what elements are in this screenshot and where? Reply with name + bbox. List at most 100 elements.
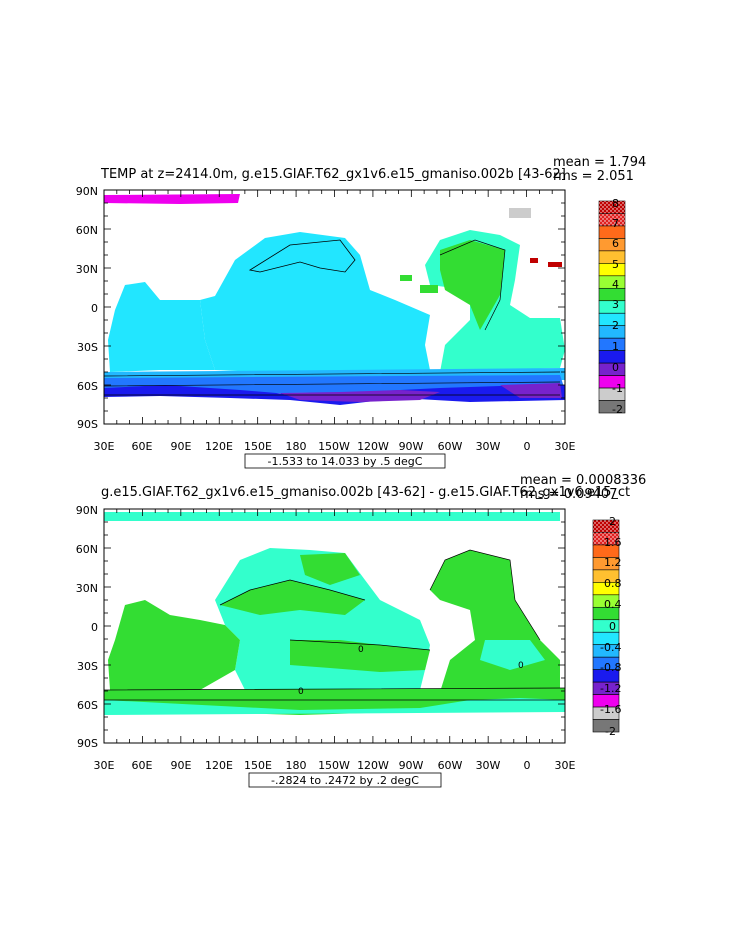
arctic-water bbox=[104, 194, 240, 204]
contour-label: 0 bbox=[298, 687, 304, 697]
colorbar-swatch bbox=[598, 400, 626, 414]
lat-label: 0 bbox=[91, 302, 98, 315]
contour-line bbox=[429, 549, 541, 641]
colorbar-label: 5 bbox=[612, 258, 619, 271]
panel-2-ticks bbox=[103, 508, 566, 744]
lat-label: 30S bbox=[77, 341, 98, 354]
lon-label: 150E bbox=[244, 440, 272, 453]
gulf-patch bbox=[420, 285, 438, 293]
colorbar-label: 2 bbox=[612, 319, 619, 332]
colorbar-label: 6 bbox=[612, 237, 619, 250]
south-atlantic-patch bbox=[480, 640, 545, 670]
panel-2-lat-labels: 90N 60N 30N 0 30S 60S 90S bbox=[76, 504, 98, 750]
panel-2-lon-labels: 30E 60E 90E 120E 150E 180 150W 120W 90W … bbox=[94, 759, 576, 772]
south-pacific-warm bbox=[290, 640, 430, 672]
panel-2-rms: rms = 0.09407 bbox=[520, 487, 617, 502]
lon-label: 120W bbox=[357, 440, 389, 453]
lon-label: 0 bbox=[524, 759, 531, 772]
panel-1-map bbox=[103, 194, 565, 405]
colorbar-swatch bbox=[592, 719, 620, 733]
colorbar-label: 4 bbox=[612, 278, 619, 291]
panel-1-range-label: -1.533 to 14.033 by .5 degC bbox=[268, 455, 423, 468]
lat-label: 60N bbox=[76, 224, 98, 237]
colorbar-label: -2 bbox=[612, 403, 623, 416]
colorbar-label: 1 bbox=[612, 340, 619, 353]
colorbar-label: -1.6 bbox=[600, 703, 621, 716]
lon-label: 150E bbox=[244, 759, 272, 772]
lon-label: 120W bbox=[357, 759, 389, 772]
lat-label: 90N bbox=[76, 504, 98, 517]
lat-label: 90N bbox=[76, 185, 98, 198]
panel-2-range-label: -.2824 to .2472 by .2 degC bbox=[271, 774, 419, 787]
atlantic-warm-core bbox=[440, 240, 505, 330]
north-pacific-patch bbox=[300, 553, 360, 585]
colorbar-label: -1.2 bbox=[600, 682, 621, 695]
lon-label: 120E bbox=[205, 440, 233, 453]
lon-label: 150W bbox=[318, 440, 350, 453]
panel-1-ticks bbox=[103, 189, 566, 425]
panel-1-range-box bbox=[244, 453, 446, 469]
panel-1-colorbar bbox=[598, 200, 626, 414]
lat-label: 90S bbox=[77, 418, 98, 431]
contour-label: 0 bbox=[518, 661, 524, 671]
lon-label: 90W bbox=[399, 440, 424, 453]
indian-ocean bbox=[108, 600, 240, 690]
lat-label: 30S bbox=[77, 660, 98, 673]
lat-label: 30N bbox=[76, 582, 98, 595]
colorbar-label: 0.4 bbox=[604, 598, 622, 611]
lon-label: 30E bbox=[94, 759, 115, 772]
lon-label: 120E bbox=[205, 759, 233, 772]
colorbar-swatch-pattern bbox=[593, 532, 619, 545]
atlantic-ocean bbox=[430, 550, 560, 692]
lon-label: 90E bbox=[171, 440, 192, 453]
red-sea-patch bbox=[548, 262, 562, 267]
lat-label: 90S bbox=[77, 737, 98, 750]
contour-label: 0 bbox=[358, 645, 364, 655]
colorbar-label: 2 bbox=[609, 515, 616, 528]
panel-2-colorbar bbox=[592, 519, 620, 733]
panel-2-mean: mean = 0.0008336 bbox=[520, 473, 646, 488]
panel-2: g.e15.GIAF.T62_gx1v6.e15_gmaniso.002b [4… bbox=[76, 473, 646, 788]
lon-label: 60E bbox=[132, 759, 153, 772]
southern-band-4 bbox=[280, 390, 440, 402]
lon-label: 0 bbox=[524, 440, 531, 453]
colorbar-label: 0 bbox=[612, 361, 619, 374]
colorbar-label: 0.8 bbox=[604, 577, 622, 590]
lon-label: 90W bbox=[399, 759, 424, 772]
lon-label: 30W bbox=[476, 759, 501, 772]
arctic-water bbox=[104, 512, 560, 521]
colorbar-label: -0.4 bbox=[600, 641, 621, 654]
lon-label: 30E bbox=[555, 759, 576, 772]
colorbar-label: 1.6 bbox=[604, 536, 622, 549]
colorbar-label: 1.2 bbox=[604, 556, 622, 569]
lat-label: 0 bbox=[91, 621, 98, 634]
colorbar-label: -2 bbox=[605, 725, 616, 738]
panel-1-lon-labels: 30E 60E 90E 120E 150E 180 150W 120W 90W … bbox=[94, 440, 576, 453]
lat-label: 30N bbox=[76, 263, 98, 276]
colorbar-label: 8 bbox=[612, 197, 619, 210]
lat-label: 60N bbox=[76, 543, 98, 556]
contour-line bbox=[103, 371, 561, 396]
panel-1-title: TEMP at z=2414.0m, g.e15.GIAF.T62_gx1v6.… bbox=[100, 167, 566, 182]
panel-2-range-box bbox=[248, 772, 442, 788]
panel-2-title: g.e15.GIAF.T62_gx1v6.e15_gmaniso.002b [4… bbox=[101, 485, 630, 500]
lon-label: 180 bbox=[286, 440, 307, 453]
colorbar-label: -1 bbox=[612, 382, 623, 395]
lon-label: 30W bbox=[476, 440, 501, 453]
lon-label: 60W bbox=[438, 440, 463, 453]
colorbar-swatch-pattern bbox=[599, 201, 625, 214]
colorbar-label: 3 bbox=[612, 298, 619, 311]
colorbar-swatch-pattern bbox=[593, 520, 619, 533]
lat-label: 60S bbox=[77, 699, 98, 712]
lon-label: 60E bbox=[132, 440, 153, 453]
lon-label: 150W bbox=[318, 759, 350, 772]
lon-label: 30E bbox=[555, 440, 576, 453]
colorbar-swatch-pattern bbox=[599, 213, 625, 226]
panel-1-lat-labels: 90N 60N 30N 0 30S 60S 90S bbox=[76, 185, 98, 431]
contour-line bbox=[439, 239, 506, 331]
lon-label: 180 bbox=[286, 759, 307, 772]
contour-line bbox=[248, 239, 356, 273]
pacific-ocean bbox=[200, 232, 430, 374]
panel-2-colorbar-labels: 2 1.6 1.2 0.8 0.4 0 -0.4 -0.8 -1.2 -1.6 … bbox=[600, 515, 622, 738]
panel-1-colorbar-labels: 8 7 6 5 4 3 2 1 0 -1 -2 bbox=[612, 197, 623, 416]
